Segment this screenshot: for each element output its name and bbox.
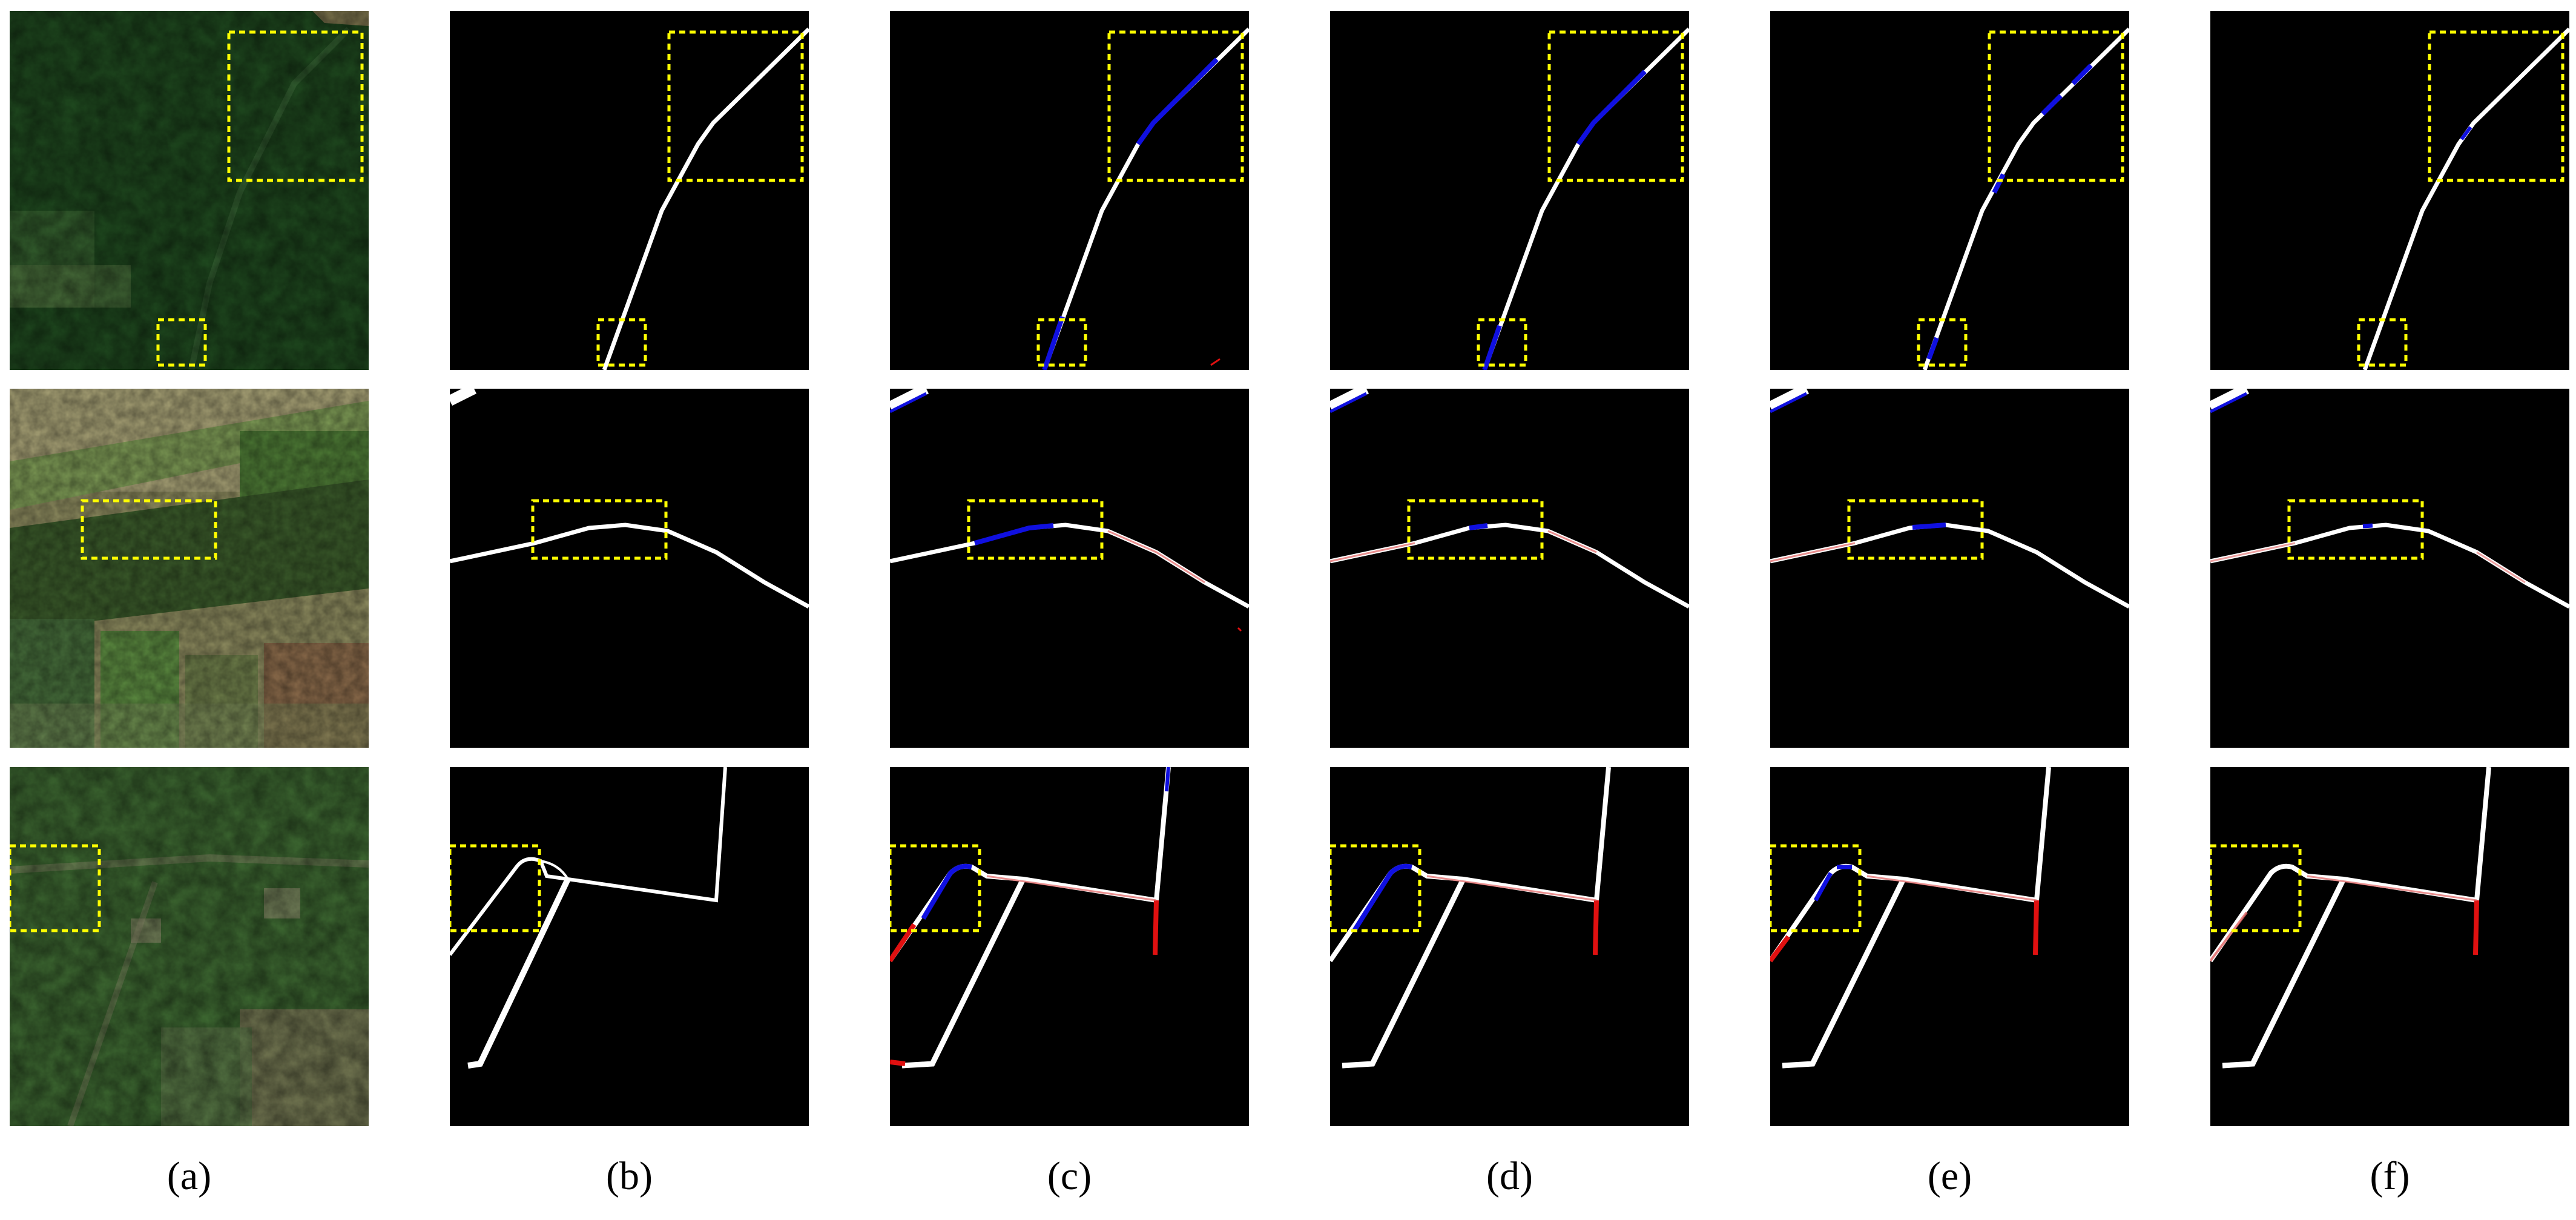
satellite-image-row3 (10, 767, 369, 1126)
column-label-b: (b) (606, 1154, 653, 1198)
prediction-f-row3 (2210, 767, 2569, 1126)
satellite-image-row1 (10, 11, 369, 370)
prediction-e-row1 (1770, 11, 2129, 370)
prediction-c-row3 (890, 767, 1249, 1126)
prediction-c-row2 (890, 389, 1249, 748)
prediction-f-row2 (2210, 389, 2569, 748)
ground-truth-row2 (450, 389, 809, 748)
column-label-f: (f) (2370, 1154, 2410, 1198)
prediction-e-row2 (1770, 389, 2129, 748)
satellite-image-row2 (10, 389, 369, 748)
column-label-d: (d) (1486, 1154, 1533, 1198)
prediction-d-row2 (1330, 389, 1689, 748)
prediction-d-row1 (1330, 11, 1689, 370)
ground-truth-row3 (450, 767, 809, 1126)
prediction-e-row3 (1770, 767, 2129, 1126)
column-label-c: (c) (1047, 1154, 1092, 1198)
column-label-e: (e) (1927, 1154, 1972, 1198)
prediction-c-row1 (890, 11, 1249, 370)
ground-truth-row1 (450, 11, 809, 370)
prediction-d-row3 (1330, 767, 1689, 1126)
column-label-a: (a) (166, 1154, 212, 1198)
prediction-f-row1 (2210, 11, 2569, 370)
